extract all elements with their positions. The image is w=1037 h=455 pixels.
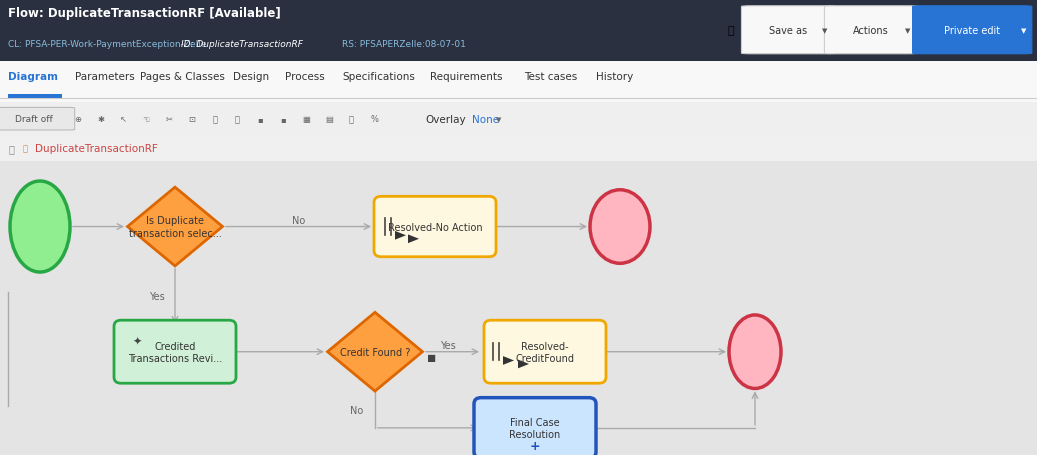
Text: ▼: ▼ <box>822 28 828 34</box>
Ellipse shape <box>729 315 781 389</box>
Text: Process: Process <box>285 72 325 82</box>
Text: ▤: ▤ <box>325 115 333 124</box>
Text: Parameters: Parameters <box>75 72 135 82</box>
FancyBboxPatch shape <box>474 398 596 455</box>
Text: 🗑: 🗑 <box>235 115 240 124</box>
Text: Flow: DuplicateTransactionRF [Available]: Flow: DuplicateTransactionRF [Available] <box>8 7 281 20</box>
Text: History: History <box>596 72 634 82</box>
Polygon shape <box>503 356 514 365</box>
Text: Design: Design <box>233 72 270 82</box>
Text: ⊕: ⊕ <box>75 115 81 124</box>
Text: Specifications: Specifications <box>342 72 415 82</box>
Text: Diagram: Diagram <box>8 72 58 82</box>
Polygon shape <box>408 235 419 243</box>
FancyBboxPatch shape <box>374 197 496 257</box>
Text: Draft off: Draft off <box>16 115 53 124</box>
Text: ▼: ▼ <box>496 116 501 122</box>
Text: RS: PFSAPERZelle:08-07-01: RS: PFSAPERZelle:08-07-01 <box>342 40 466 49</box>
Text: None: None <box>472 115 499 124</box>
Text: CL: PFSA-PER-Work-PaymentException-Zelle: CL: PFSA-PER-Work-PaymentException-Zelle <box>8 40 206 49</box>
Text: ↖: ↖ <box>120 115 127 124</box>
Text: Final Case
Resolution: Final Case Resolution <box>509 417 561 439</box>
Text: %: % <box>370 115 379 124</box>
Text: ▪: ▪ <box>257 115 263 124</box>
Text: Is Duplicate
transaction selec...: Is Duplicate transaction selec... <box>129 216 221 238</box>
Text: 🔒: 🔒 <box>23 145 28 153</box>
Polygon shape <box>395 232 407 240</box>
Polygon shape <box>518 360 529 369</box>
Bar <box>8 95 62 100</box>
Text: Private edit: Private edit <box>944 26 1001 35</box>
Text: Resolved-
CreditFound: Resolved- CreditFound <box>515 341 574 363</box>
Text: ✱: ✱ <box>97 115 104 124</box>
Text: Yes: Yes <box>440 340 456 350</box>
Ellipse shape <box>10 182 71 273</box>
Polygon shape <box>328 313 422 391</box>
Text: Resolved-No Action: Resolved-No Action <box>388 222 482 232</box>
Polygon shape <box>128 188 223 266</box>
Text: ▪: ▪ <box>280 115 286 124</box>
Text: Save as: Save as <box>769 26 807 35</box>
Text: ▦: ▦ <box>302 115 310 124</box>
Text: 🔒: 🔒 <box>728 26 734 35</box>
Text: DuplicateTransactionRF: DuplicateTransactionRF <box>35 144 158 154</box>
Text: Yes: Yes <box>149 292 165 302</box>
Text: ◼: ◼ <box>427 352 437 362</box>
Text: No: No <box>351 405 364 415</box>
Text: Overlay: Overlay <box>425 115 466 124</box>
FancyBboxPatch shape <box>913 7 1032 55</box>
Text: Pages & Classes: Pages & Classes <box>140 72 225 82</box>
Text: No: No <box>291 215 305 225</box>
Text: 🔒: 🔒 <box>213 115 217 124</box>
Text: ☜: ☜ <box>142 115 150 124</box>
Text: Test cases: Test cases <box>524 72 577 82</box>
Text: Credited
Transactions Revi...: Credited Transactions Revi... <box>128 341 222 363</box>
FancyBboxPatch shape <box>824 7 918 55</box>
Text: 👁: 👁 <box>349 115 354 124</box>
Text: Actions: Actions <box>853 26 889 35</box>
Text: ▼: ▼ <box>1021 28 1027 34</box>
FancyBboxPatch shape <box>484 320 606 384</box>
Text: ⊡: ⊡ <box>189 115 195 124</box>
Text: +: + <box>530 439 540 452</box>
Text: ✂: ✂ <box>166 115 172 124</box>
Text: Requirements: Requirements <box>430 72 503 82</box>
Text: ✦: ✦ <box>133 336 142 346</box>
FancyBboxPatch shape <box>741 7 835 55</box>
Text: 🏠: 🏠 <box>8 144 15 154</box>
Text: ID: DuplicateTransactionRF: ID: DuplicateTransactionRF <box>181 40 304 49</box>
Ellipse shape <box>590 190 650 264</box>
FancyBboxPatch shape <box>114 320 236 384</box>
Text: ▼: ▼ <box>905 28 910 34</box>
FancyBboxPatch shape <box>0 108 75 131</box>
Text: Credit Found ?: Credit Found ? <box>340 347 411 357</box>
